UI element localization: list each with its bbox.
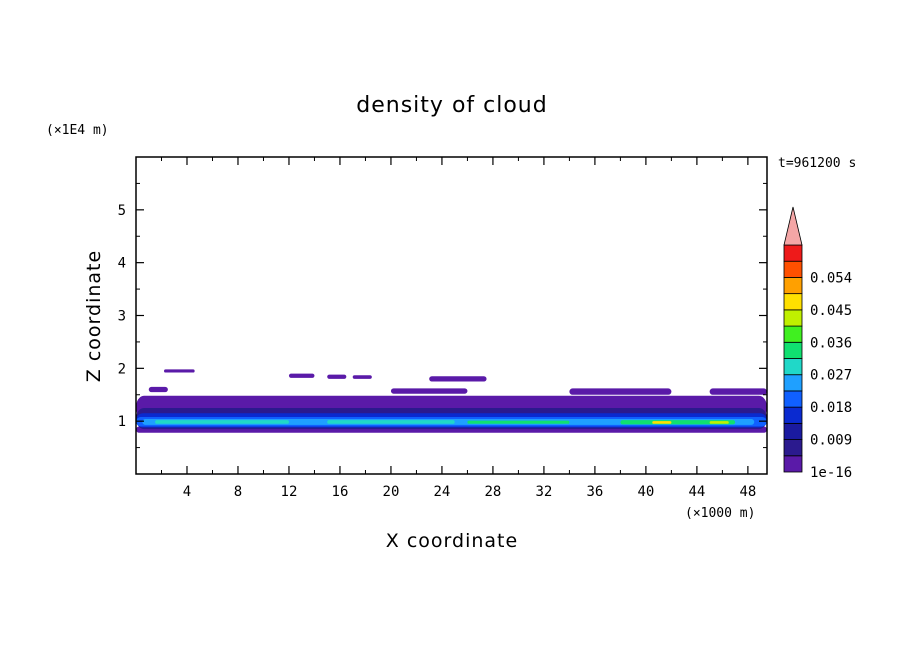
colorbar-segment-6 — [783, 358, 803, 376]
colorbar-segment-7 — [783, 341, 803, 359]
chart-title: density of cloud — [356, 93, 547, 118]
density-region-11 — [709, 421, 729, 424]
density-region-18 — [390, 388, 468, 394]
x-tick-label-2: 12 — [281, 484, 298, 500]
y-tick-label-3: 4 — [118, 256, 126, 272]
x-tick-label-0: 4 — [183, 484, 191, 500]
colorbar-segment-9 — [783, 309, 803, 327]
density-region-14 — [288, 373, 315, 378]
x-tick-label-4: 20 — [383, 484, 400, 500]
x-tick-label-7: 32 — [535, 484, 552, 500]
colorbar-segment-13 — [783, 244, 803, 262]
density-region-8 — [467, 420, 570, 424]
colorbar-label-2: 0.018 — [810, 400, 852, 416]
colorbar-label-4: 0.036 — [810, 335, 852, 351]
x-tick-label-9: 40 — [637, 484, 654, 500]
x-tick-label-11: 48 — [739, 484, 756, 500]
density-region-10 — [652, 421, 672, 424]
colorbar-label-5: 0.045 — [810, 303, 852, 319]
y-axis-label: Z coordinate — [83, 250, 105, 382]
colorbar-segment-12 — [783, 260, 803, 278]
plot-frame — [135, 156, 768, 475]
colorbar-label-0: 1e-16 — [810, 465, 852, 481]
colorbar-segment-3 — [783, 406, 803, 424]
density-region-17 — [429, 376, 487, 382]
density-region-9 — [620, 420, 736, 425]
y-unit-label: (×1E4 m) — [46, 123, 109, 138]
x-tick-label-1: 8 — [234, 484, 242, 500]
density-region-7 — [327, 420, 455, 424]
density-field — [136, 369, 767, 433]
x-axis-ticks: 4 8 12 16 20 24 28 32 36 40 44 48 — [160, 157, 756, 500]
y-tick-label-4: 5 — [118, 203, 126, 219]
x-tick-label-6: 28 — [484, 484, 501, 500]
colorbar-segment-11 — [783, 277, 803, 295]
x-axis-label: X coordinate — [386, 530, 518, 552]
colorbar-segment-0 — [783, 455, 803, 473]
density-region-19 — [569, 388, 672, 395]
colorbar-segment-1 — [783, 439, 803, 457]
density-region-16 — [352, 375, 372, 379]
y-tick-label-0: 1 — [118, 414, 126, 430]
colorbar-segment-8 — [783, 325, 803, 343]
colorbar-segment-5 — [783, 374, 803, 392]
x-tick-label-5: 24 — [434, 484, 451, 500]
colorbar-label-1: 0.009 — [810, 433, 852, 449]
colorbar: 1e-16 0.009 0.018 0.027 0.036 0.045 0.054 — [783, 206, 852, 481]
colorbar-segment-2 — [783, 422, 803, 440]
density-region-20 — [709, 388, 767, 395]
density-region-15 — [327, 374, 347, 379]
colorbar-label-3: 0.027 — [810, 368, 852, 384]
x-tick-label-3: 16 — [332, 484, 349, 500]
y-tick-label-2: 3 — [118, 309, 126, 325]
density-region-6 — [155, 420, 289, 424]
x-tick-label-8: 36 — [586, 484, 603, 500]
colorbar-label-6: 0.054 — [810, 270, 852, 286]
colorbar-segment-4 — [783, 390, 803, 408]
density-region-12 — [148, 386, 168, 393]
x-unit-label: (×1000 m) — [685, 506, 755, 521]
colorbar-segment-10 — [783, 293, 803, 311]
time-label: t=961200 s — [778, 156, 856, 171]
colorbar-over-arrow — [783, 206, 803, 246]
density-region-13 — [164, 369, 195, 373]
x-tick-label-10: 44 — [688, 484, 705, 500]
y-tick-label-1: 2 — [118, 361, 126, 377]
